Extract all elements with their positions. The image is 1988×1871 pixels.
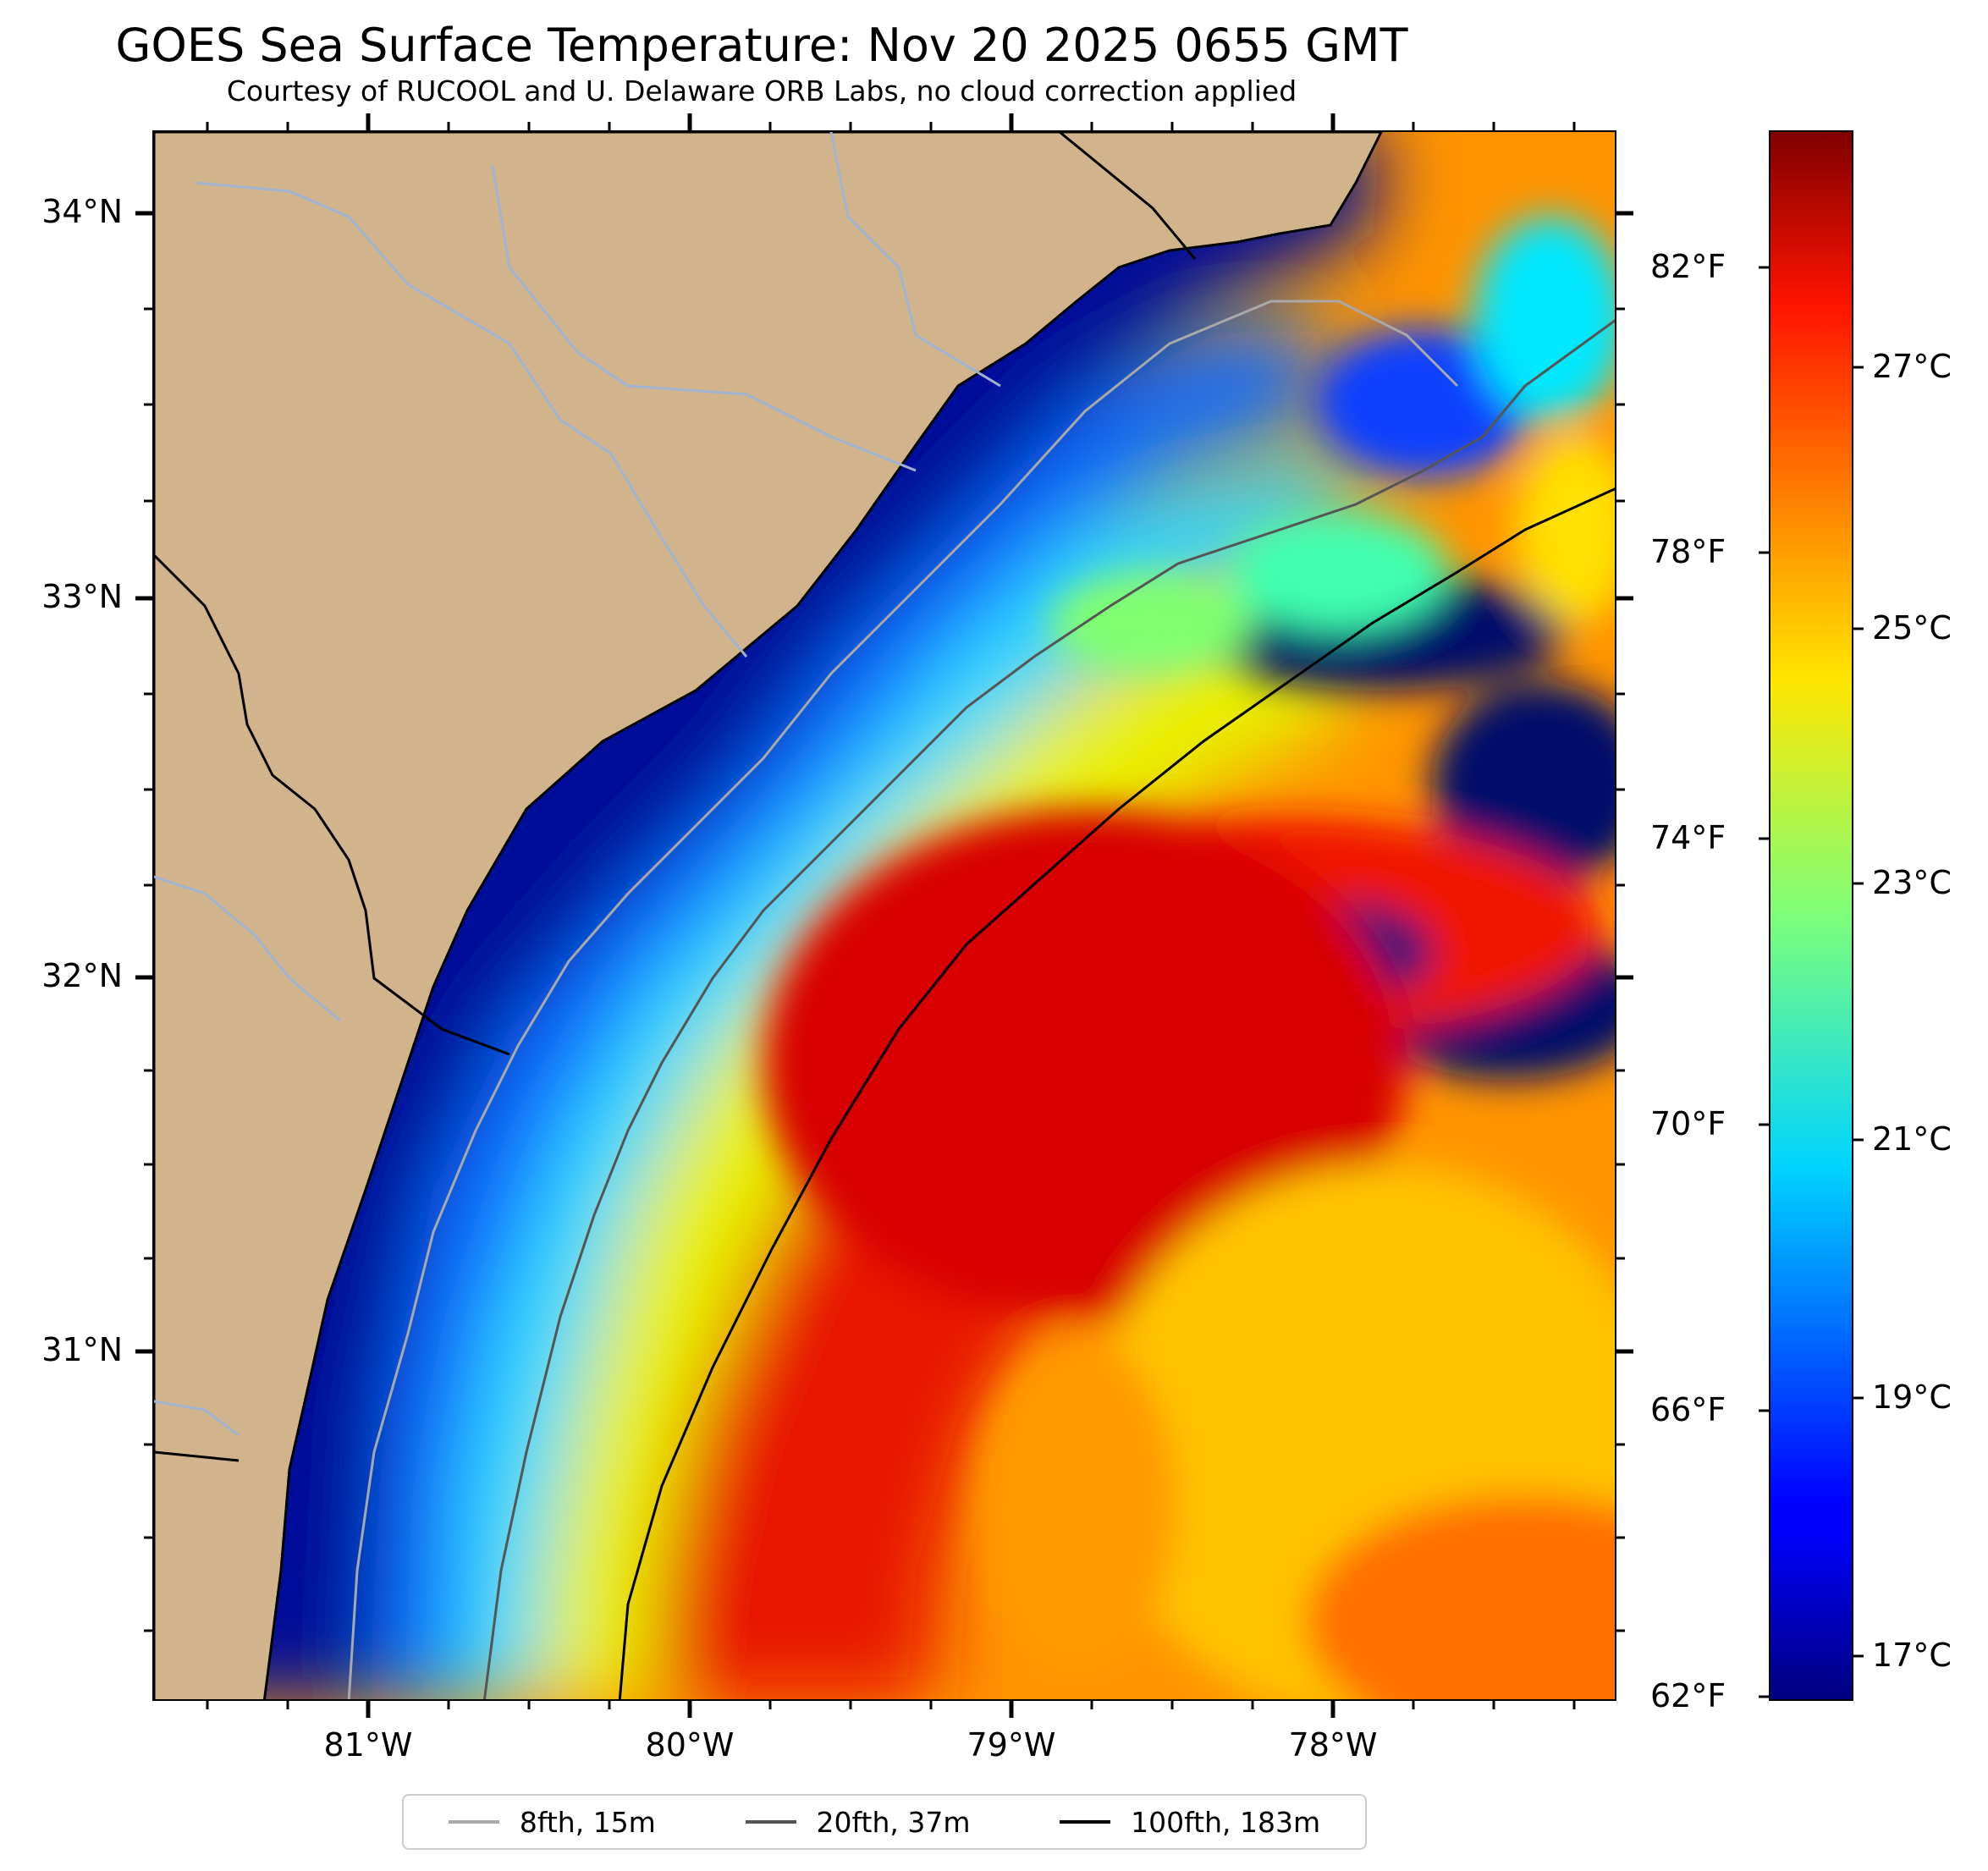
colorbar	[1769, 130, 1853, 1701]
cbar-c-19: 19°C	[1872, 1378, 1952, 1416]
land-area	[154, 132, 1383, 1699]
colorbar-gradient	[1769, 130, 1853, 1701]
cbar-c-27: 27°C	[1872, 348, 1952, 385]
cbar-c-23: 23°C	[1872, 864, 1952, 901]
lon-label-79w: 79°W	[966, 1726, 1056, 1764]
sst-field	[264, 132, 1615, 1699]
sst-map	[152, 130, 1616, 1701]
lon-label-78w: 78°W	[1288, 1726, 1378, 1764]
bathymetry-contours	[347, 300, 1615, 1699]
legend-swatch-8fth	[448, 1820, 499, 1824]
contour-legend: 8fth, 15m 20fth, 37m 100fth, 183m	[402, 1794, 1367, 1850]
cbar-f-70: 70°F	[1650, 1105, 1726, 1142]
legend-swatch-100fth	[1060, 1820, 1111, 1824]
contour-8fth	[347, 300, 1459, 1699]
cbar-c-25: 25°C	[1872, 609, 1952, 647]
cbar-f-62: 62°F	[1650, 1677, 1726, 1714]
sst-map-canvas	[154, 132, 1615, 1699]
legend-label-20fth: 20fth, 37m	[816, 1805, 971, 1839]
legend-label-100fth: 100fth, 183m	[1131, 1805, 1321, 1839]
contour-20fth	[483, 319, 1615, 1699]
lon-label-80w: 80°W	[645, 1726, 735, 1764]
map-title: GOES Sea Surface Temperature: Nov 20 202…	[115, 19, 1408, 72]
state-borders	[154, 132, 1197, 1462]
lat-label-33n: 33°N	[41, 578, 123, 615]
cbar-f-82: 82°F	[1650, 248, 1726, 285]
cbar-f-74: 74°F	[1650, 819, 1726, 856]
cbar-f-78: 78°F	[1650, 533, 1726, 570]
cbar-c-17: 17°C	[1872, 1637, 1952, 1674]
legend-swatch-20fth	[745, 1820, 796, 1824]
legend-item-20fth: 20fth, 37m	[745, 1805, 971, 1839]
cbar-c-21: 21°C	[1872, 1120, 1952, 1158]
lat-label-31n: 31°N	[41, 1331, 123, 1368]
rivers	[154, 132, 1001, 1437]
cbar-f-66: 66°F	[1650, 1391, 1726, 1428]
map-subtitle: Courtesy of RUCOOL and U. Delaware ORB L…	[226, 74, 1297, 107]
legend-label-8fth: 8fth, 15m	[519, 1805, 656, 1839]
lat-label-32n: 32°N	[41, 957, 123, 994]
contour-100fth	[618, 487, 1615, 1699]
legend-item-8fth: 8fth, 15m	[448, 1805, 656, 1839]
lat-label-34n: 34°N	[41, 193, 123, 230]
legend-item-100fth: 100fth, 183m	[1060, 1806, 1320, 1839]
lon-label-81w: 81°W	[323, 1726, 413, 1764]
